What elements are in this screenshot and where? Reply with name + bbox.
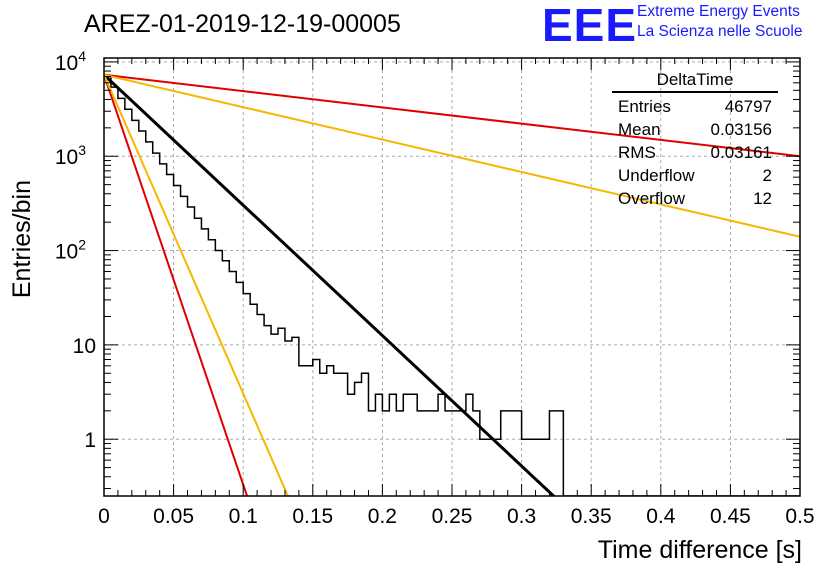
x-tick-label: 0.25 [432, 505, 473, 528]
y-tick-label: 1 [84, 429, 96, 452]
x-tick-label: 0.1 [229, 505, 258, 528]
stats-row-overflow: Overflow 12 [612, 187, 778, 210]
stats-box-title: DeltaTime [612, 70, 778, 93]
eee-logo: EEE [542, 0, 638, 51]
y-tick-label: 104 [55, 48, 86, 75]
x-tick-label: 0.35 [571, 505, 612, 528]
x-tick-label: 0.4 [646, 505, 676, 528]
stats-row-mean: Mean 0.03156 [612, 118, 778, 141]
stats-value: 12 [753, 189, 772, 208]
stats-row-entries: Entries 46797 [612, 95, 778, 118]
stats-label: Mean [618, 120, 661, 139]
x-tick-label: 0.45 [710, 505, 751, 528]
x-axis-label: Time difference [s] [597, 536, 802, 564]
y-axis-label: Entries/bin [8, 180, 36, 299]
stats-value: 0.03161 [710, 143, 772, 162]
series-line [104, 73, 800, 238]
stats-label: Entries [618, 97, 671, 116]
histogram [104, 75, 800, 496]
x-tick-label: 0.5 [785, 505, 814, 528]
series-line [104, 74, 249, 496]
x-tick-label: 0.3 [507, 505, 536, 528]
stats-value: 46797 [724, 97, 772, 116]
logo-caption: Extreme Energy Events La Scienza nelle S… [637, 2, 802, 42]
x-tick-label: 0 [98, 505, 110, 528]
chart-title: AREZ-01-2019-12-19-00005 [84, 10, 401, 38]
x-tick-label: 0.2 [368, 505, 397, 528]
series-line [104, 73, 556, 496]
y-tick-label: 10 [73, 335, 96, 358]
x-tick-label: 0.15 [292, 505, 333, 528]
series-line [104, 73, 800, 158]
y-tick-label: 102 [55, 237, 86, 264]
stats-value: 0.03156 [710, 120, 772, 139]
series-line [104, 74, 290, 496]
y-tick-label: 103 [55, 142, 86, 169]
x-tick-label: 0.05 [153, 505, 194, 528]
stats-label: Overflow [618, 189, 686, 208]
stats-box: DeltaTime Entries 46797 Mean 0.03156 RMS… [612, 70, 778, 210]
stats-row-underflow: Underflow 2 [612, 164, 778, 187]
logo-caption-line2: La Scienza nelle Scuole [637, 23, 803, 40]
logo-caption-line1: Extreme Energy Events [637, 3, 800, 20]
stats-label: Underflow [618, 166, 695, 185]
stats-label: RMS [618, 143, 656, 162]
stats-row-rms: RMS 0.03161 [612, 141, 778, 164]
stats-value: 2 [762, 166, 772, 185]
